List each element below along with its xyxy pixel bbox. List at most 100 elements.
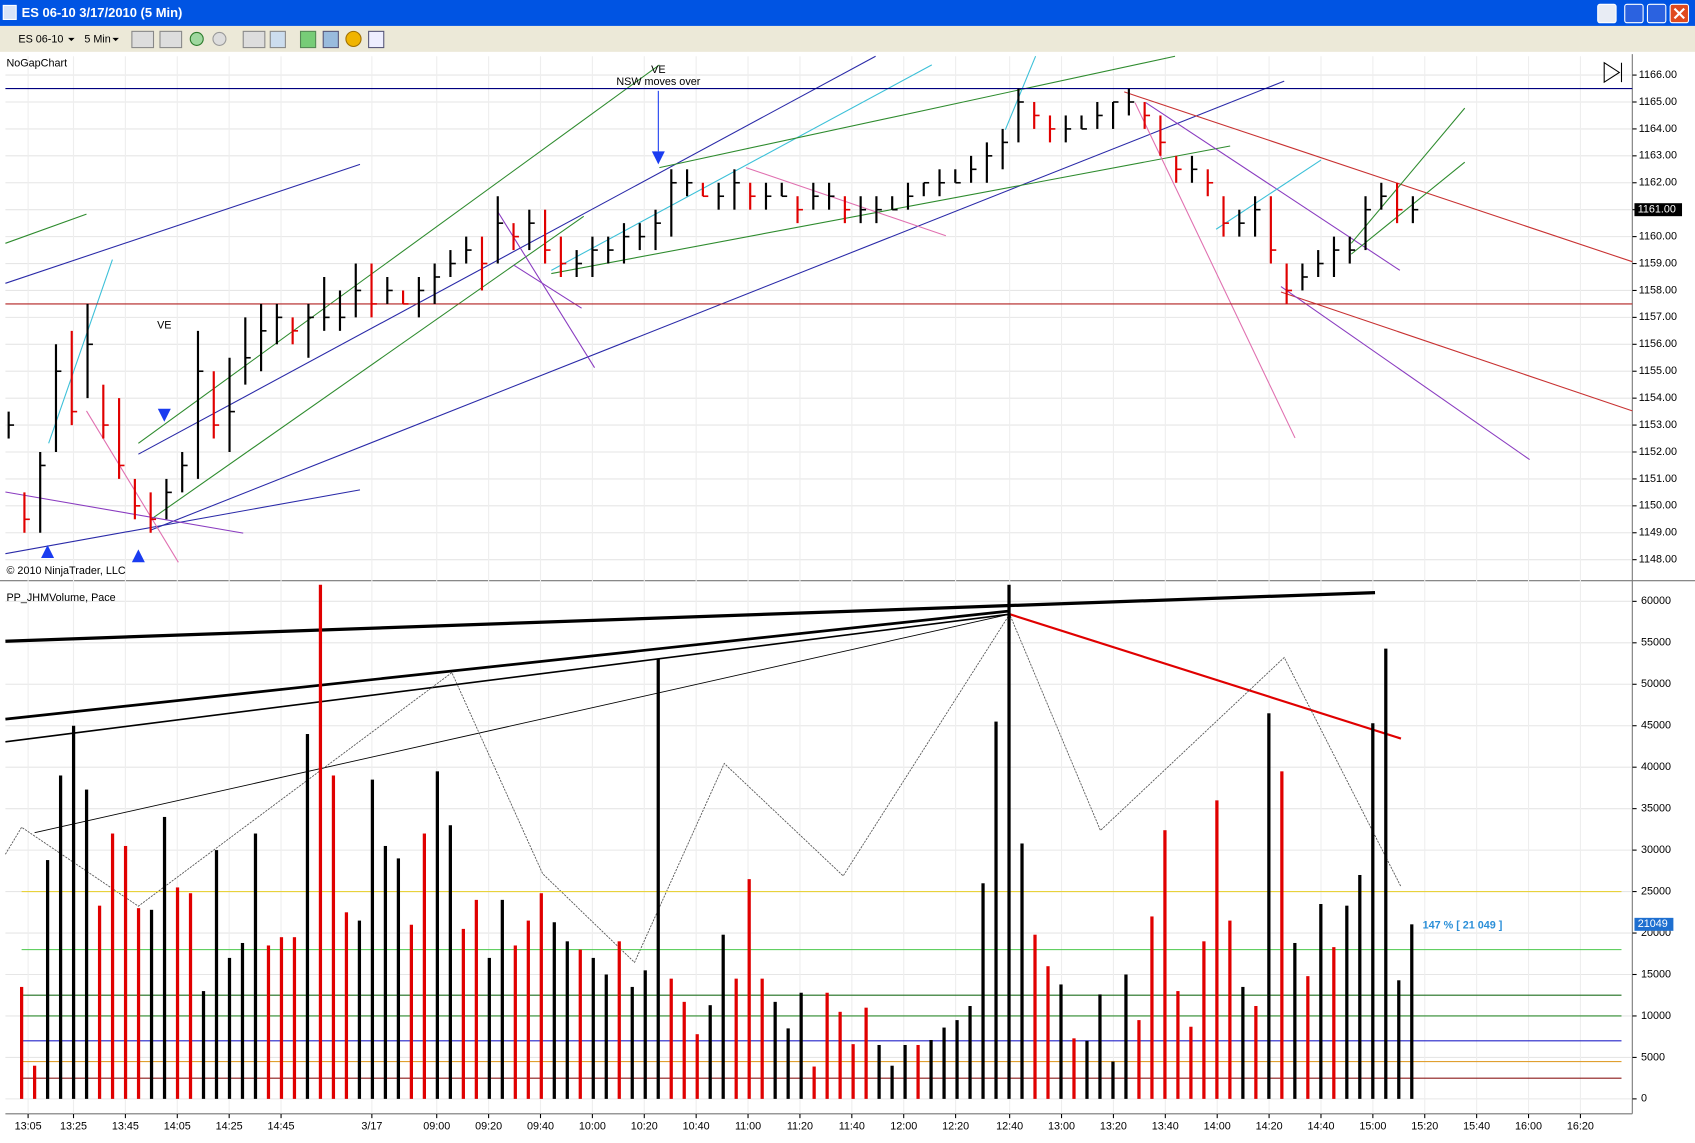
y-tick-label: 10000: [1641, 1010, 1671, 1022]
dropdown-arrow: [112, 37, 119, 42]
properties-button[interactable]: [269, 30, 286, 49]
volume-bar: [1189, 1026, 1193, 1099]
instrument-label: ES 06-10: [18, 33, 63, 45]
last-price-tag: [1634, 203, 1683, 217]
volume-bar: [656, 659, 660, 1099]
zoom-out-button[interactable]: [212, 31, 227, 46]
trend-line: [551, 145, 1231, 275]
volume-bar: [682, 1001, 686, 1099]
orders-button[interactable]: [345, 30, 362, 48]
y-tick-label: 35000: [1641, 803, 1671, 815]
instrument-selector[interactable]: [10, 29, 78, 49]
volume-bar: [461, 928, 465, 1099]
volume-bar: [1293, 942, 1297, 1099]
y-tick-label: 40000: [1641, 761, 1671, 773]
volume-bar: [500, 899, 504, 1099]
volume-bar: [1137, 1020, 1141, 1099]
window-title: ES 06-10 3/17/2010 (5 Min): [22, 5, 183, 20]
trend-line: [1009, 613, 1402, 740]
dropdown-arrow: [68, 37, 75, 42]
volume-bar: [58, 775, 63, 1099]
x-tick-label: 14:05: [164, 1121, 191, 1133]
volume-bar: [942, 1027, 946, 1099]
volume-bar: [318, 584, 323, 1099]
annotation: VE: [157, 319, 171, 331]
volume-bar: [1306, 976, 1310, 1099]
volume-bar: [474, 899, 478, 1099]
volume-bar: [279, 937, 284, 1099]
volume-bar: [903, 1044, 907, 1099]
link-button[interactable]: [1597, 3, 1617, 24]
volume-bar: [110, 833, 115, 1099]
interval-selector[interactable]: [79, 29, 126, 49]
y-tick-label: 1152.00: [1639, 446, 1677, 458]
volume-bar: [136, 908, 141, 1099]
minimize-button[interactable]: [1624, 3, 1644, 24]
panel-title: NoGapChart: [6, 58, 67, 70]
volume-bar: [1319, 904, 1323, 1099]
volume-bar: [1371, 723, 1375, 1099]
volume-bar: [1033, 934, 1037, 1099]
volume-bar: [1267, 713, 1271, 1099]
volume-bar: [747, 879, 751, 1099]
volume-bar: [422, 833, 426, 1099]
trend-line: [1215, 159, 1322, 230]
volume-bar: [1150, 916, 1154, 1099]
volume-bar: [877, 1044, 881, 1099]
volume-bar: [1332, 947, 1336, 1099]
volume-bar: [1007, 584, 1011, 1099]
pace-label: 147 % [ 21 049 ]: [1423, 920, 1503, 932]
trend-lines: [5, 55, 1633, 964]
volume-bar: [305, 734, 310, 1099]
draw-button[interactable]: [159, 30, 183, 49]
volume-bar: [1254, 1006, 1258, 1099]
volume-bar: [383, 845, 388, 1099]
y-tick-label: 60000: [1641, 595, 1671, 607]
volume-bar: [1046, 966, 1050, 1099]
volume-bar: [955, 1020, 959, 1099]
y-tick-label: 0: [1641, 1093, 1647, 1105]
volume-bar: [565, 941, 569, 1099]
scroll-end-button[interactable]: [1603, 61, 1623, 84]
up-arrow: [41, 545, 55, 558]
x-tick-label: 10:00: [579, 1121, 606, 1133]
last-price-label: 1161.00: [1638, 204, 1676, 216]
last-volume-tag: [1634, 917, 1674, 931]
trend-line: [48, 259, 113, 444]
x-tick-label: 16:00: [1515, 1121, 1542, 1133]
x-tick-label: 13:45: [112, 1121, 139, 1133]
trend-line: [659, 55, 1176, 169]
strategy-button[interactable]: [299, 30, 317, 49]
trend-line: [5, 213, 87, 244]
volume-bar: [1358, 874, 1362, 1099]
volume-bar: [1215, 800, 1219, 1099]
maximize-button[interactable]: [1646, 3, 1667, 24]
down-arrow: [651, 151, 665, 165]
annotation: NSW moves over: [616, 76, 700, 88]
trend-line: [1280, 291, 1633, 412]
volume-bar: [435, 771, 439, 1099]
trend-line: [551, 64, 933, 271]
trend-line: [5, 609, 1010, 721]
trend-line: [5, 489, 361, 555]
indicator-button[interactable]: [322, 30, 339, 49]
volume-bar: [1111, 1061, 1115, 1099]
zoom-in-button[interactable]: [189, 31, 204, 46]
volume-bar: [19, 986, 24, 1099]
volume-bar: [591, 957, 595, 1099]
data-box-button[interactable]: [368, 30, 385, 49]
volume-bar: [227, 957, 232, 1099]
bar-type-button[interactable]: [131, 30, 155, 49]
x-tick-label: 10:40: [683, 1121, 710, 1133]
y-tick-label: 1151.00: [1639, 473, 1677, 485]
close-icon: [1673, 7, 1685, 20]
trend-line: [138, 55, 876, 455]
volume-bar: [292, 937, 297, 1099]
volume-bar: [357, 920, 362, 1099]
volume-bar: [1163, 830, 1167, 1099]
trend-line: [1280, 286, 1530, 461]
trend-line: [1124, 91, 1633, 263]
volume-bar: [981, 883, 985, 1099]
cursor-button[interactable]: [242, 30, 266, 49]
volume-bar: [175, 887, 180, 1099]
